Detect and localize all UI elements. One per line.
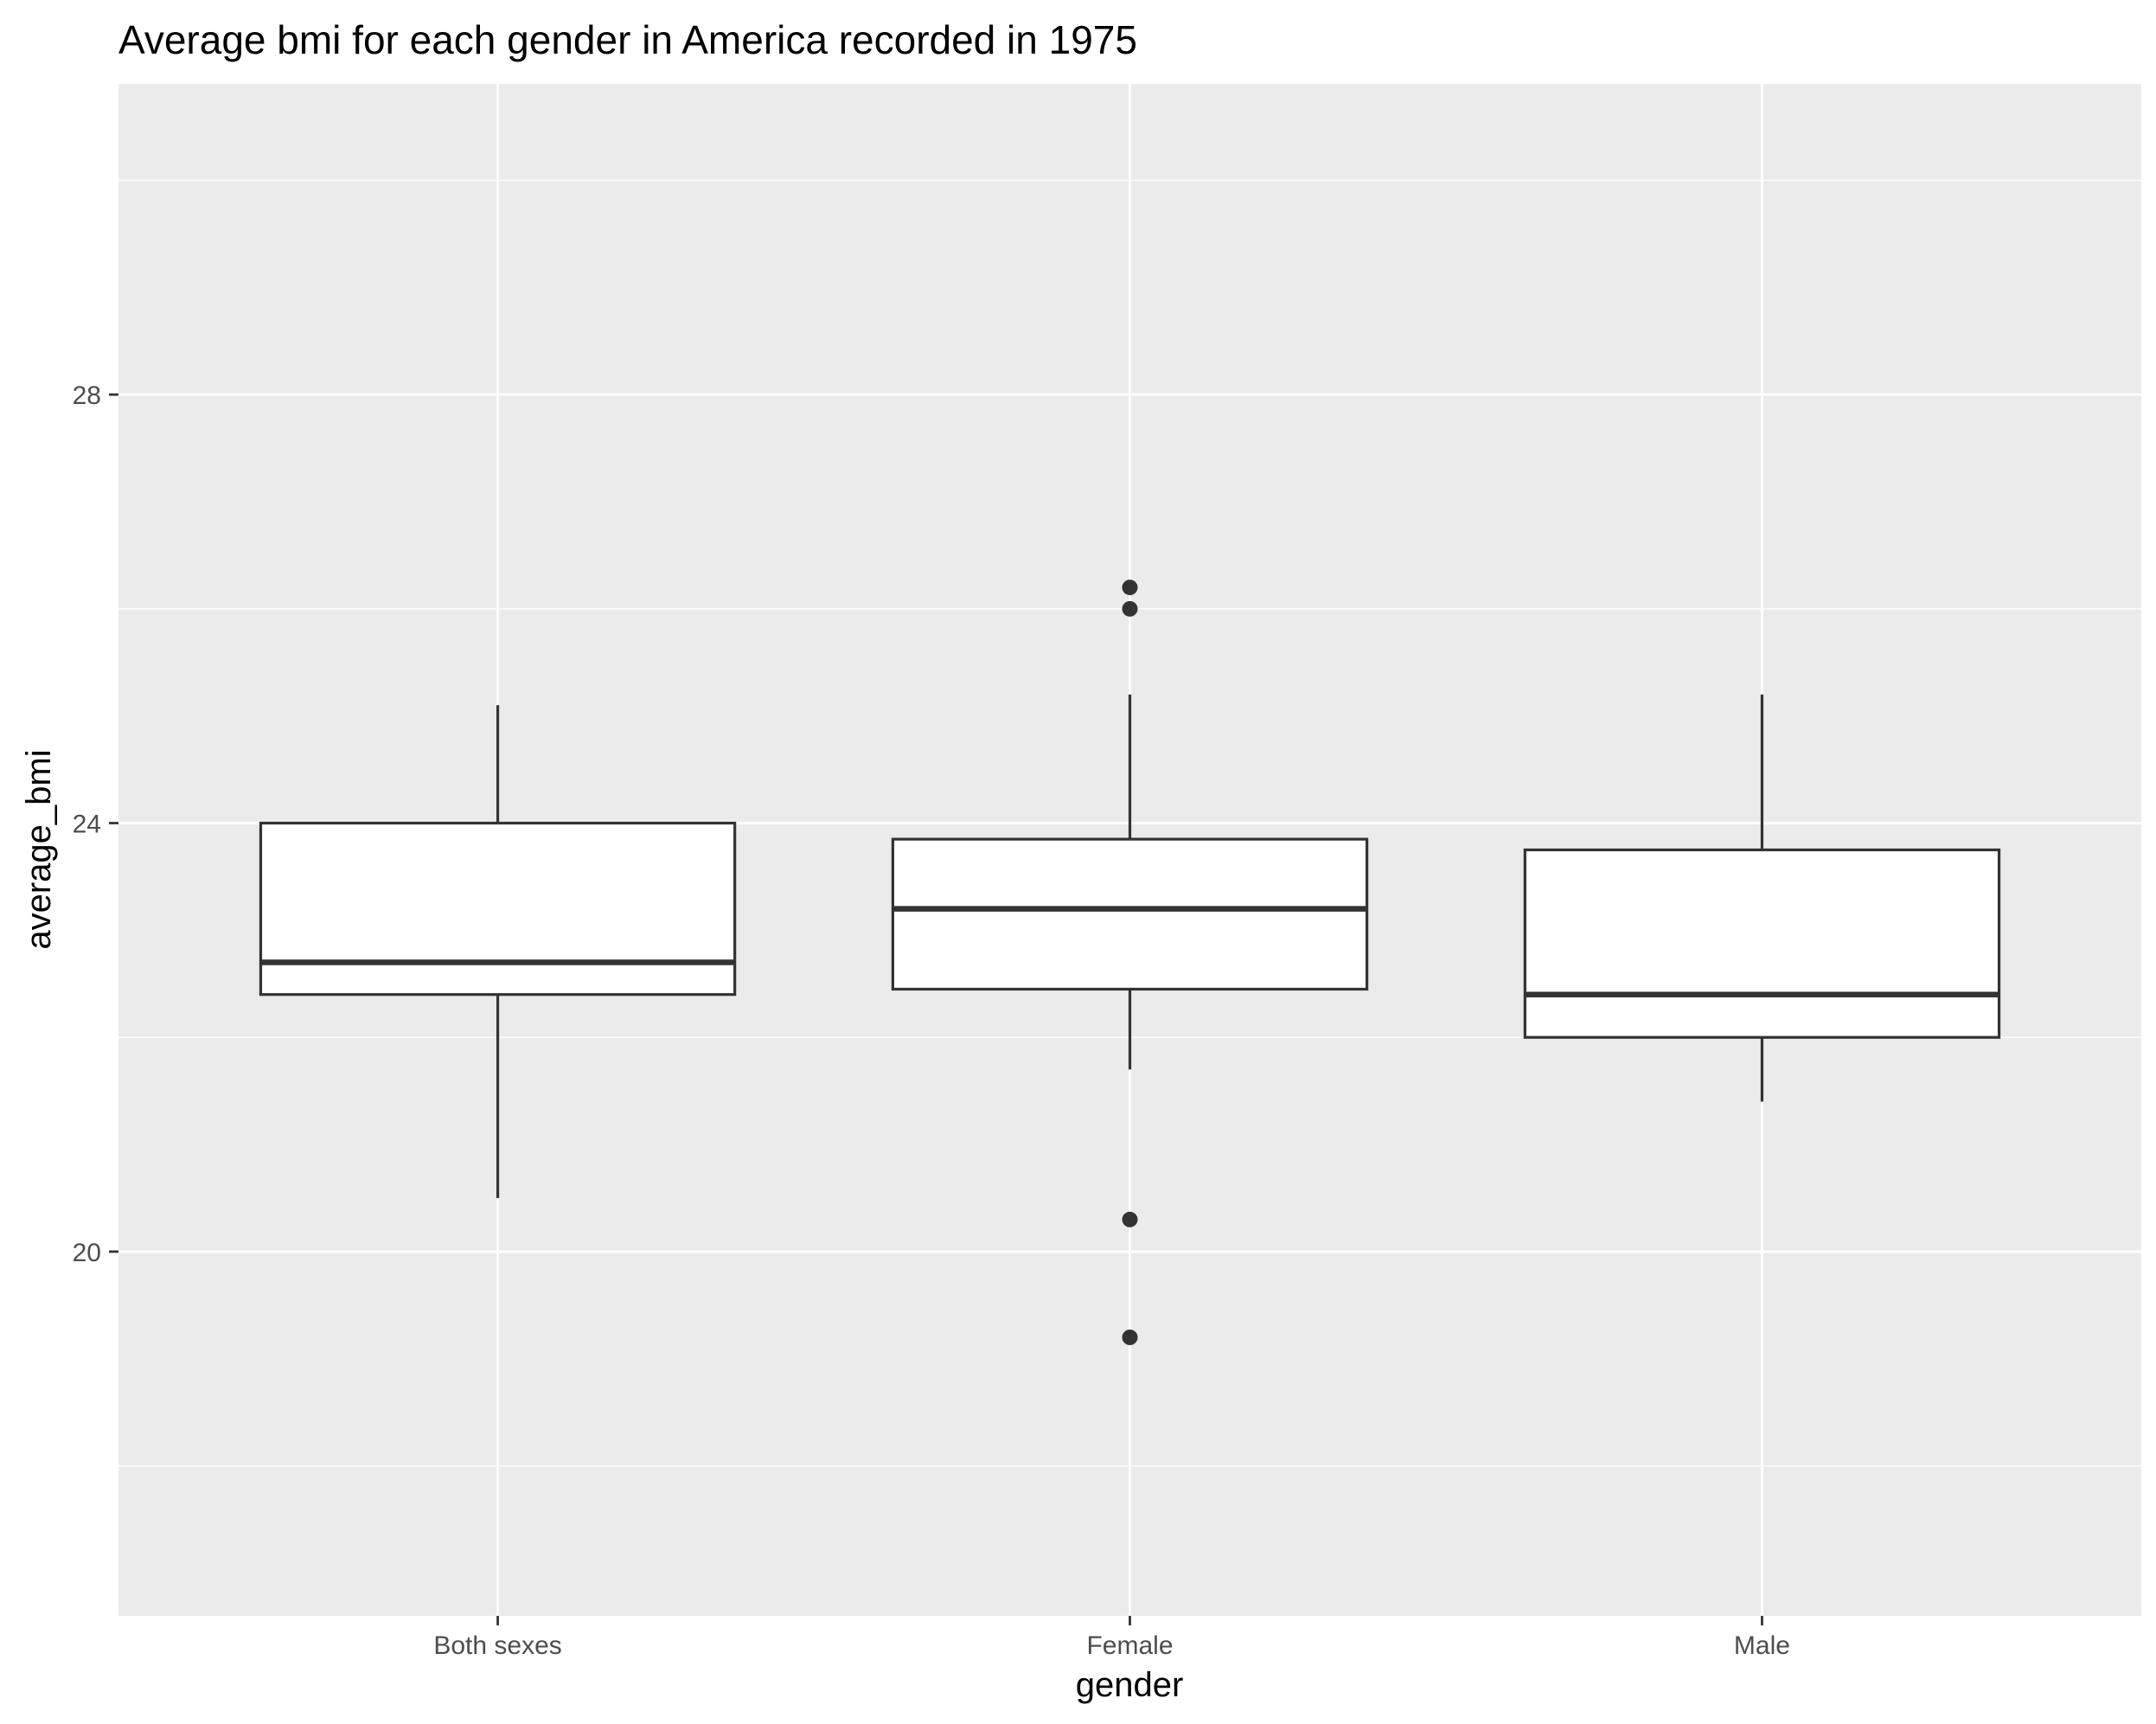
box-iqr bbox=[1523, 848, 2001, 1039]
x-axis-title: gender bbox=[1076, 1666, 1184, 1704]
chart-title: Average bmi for each gender in America r… bbox=[118, 17, 1137, 62]
outlier-point bbox=[1122, 1211, 1138, 1227]
x-axis: Both sexes Female Male bbox=[433, 1616, 1790, 1660]
y-tick-label: 20 bbox=[73, 1239, 101, 1267]
box-iqr bbox=[891, 837, 1369, 991]
outlier-point bbox=[1122, 600, 1138, 617]
outlier-point bbox=[1122, 1330, 1138, 1345]
y-axis-title: average_bmi bbox=[20, 749, 58, 949]
x-tick-label: Both sexes bbox=[433, 1631, 561, 1660]
x-tick-label: Female bbox=[1086, 1631, 1173, 1660]
outlier-point bbox=[1122, 580, 1138, 596]
boxes bbox=[259, 580, 2001, 1345]
y-tick-label: 24 bbox=[73, 811, 101, 839]
x-tick-label: Male bbox=[1734, 1631, 1790, 1660]
box-both-sexes bbox=[259, 705, 737, 1198]
y-axis: 20 24 28 bbox=[73, 381, 118, 1267]
y-tick-label: 28 bbox=[73, 381, 101, 410]
box-male bbox=[1523, 694, 2001, 1102]
box-female bbox=[891, 580, 1369, 1345]
box-iqr bbox=[259, 821, 737, 997]
